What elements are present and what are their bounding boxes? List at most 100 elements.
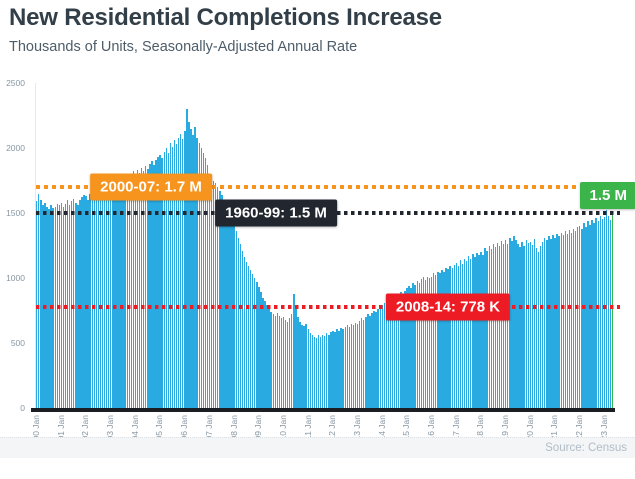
bar-month: [79, 200, 81, 408]
bar-month: [560, 232, 562, 408]
bar-month: [73, 198, 75, 408]
bar-month: [258, 287, 260, 408]
bar-month: [529, 241, 532, 408]
y-tick-label: 500: [10, 338, 25, 348]
bar-month: [85, 196, 87, 408]
bar-month: [274, 315, 277, 408]
bar-month: [498, 246, 501, 408]
bar-month: [486, 251, 488, 408]
bar-month: [422, 277, 425, 408]
bar-month: [566, 233, 569, 408]
bar-month: [354, 322, 357, 408]
bar-month: [344, 326, 346, 408]
bar-month: [525, 240, 527, 408]
bar-month: [282, 317, 285, 408]
bar-month: [217, 187, 219, 408]
bar-month: [430, 276, 433, 408]
bar-month: [36, 201, 38, 408]
bar-month: [447, 268, 449, 408]
bar-month: [568, 229, 571, 408]
bar-month: [513, 236, 515, 408]
bar-month: [363, 320, 365, 408]
bar-month: [124, 184, 126, 408]
bar-month: [593, 222, 595, 408]
bar-month: [241, 250, 244, 408]
bar-month: [418, 283, 421, 408]
bar-month: [140, 167, 143, 408]
bar-month: [358, 320, 361, 408]
bar-month: [245, 262, 248, 408]
bar-month: [262, 297, 264, 408]
bar-month: [272, 314, 274, 408]
bar-month: [221, 194, 223, 408]
chart-area: New Residential Completions Increase Tho…: [0, 4, 635, 458]
bar-month: [478, 255, 480, 408]
bar-month: [186, 109, 188, 408]
bar-month: [537, 252, 540, 408]
bar-month: [490, 249, 493, 408]
bar-month: [570, 232, 573, 408]
bar-month: [328, 334, 330, 408]
bar-month: [70, 201, 73, 408]
bar-month: [389, 302, 392, 408]
bar-month: [550, 239, 552, 408]
bar-month: [206, 164, 209, 408]
bar-month: [496, 242, 499, 408]
bar-month: [564, 231, 567, 408]
bar-month: [266, 305, 268, 408]
bar-month: [249, 270, 252, 408]
bar-month: [91, 197, 93, 408]
bar-month: [406, 288, 408, 408]
bar-month: [467, 255, 470, 408]
refline-avg-2000-07: [36, 185, 620, 189]
bar-month: [101, 188, 104, 408]
bar-month: [212, 180, 215, 408]
bar-month: [589, 224, 591, 408]
bar-month: [317, 335, 320, 408]
bar-month: [502, 244, 505, 408]
bar-month: [190, 128, 192, 408]
bar-month: [161, 158, 163, 408]
bar-month: [383, 302, 386, 408]
y-tick-label: 2000: [6, 143, 25, 153]
bar-month: [251, 274, 254, 408]
bar-month: [229, 214, 231, 408]
bar-month: [544, 237, 546, 408]
bar-month: [404, 291, 406, 408]
bar-month: [542, 241, 544, 408]
bar-month: [519, 247, 521, 408]
bar-month: [482, 254, 484, 408]
bar-month: [153, 164, 155, 408]
bar-month: [260, 292, 262, 408]
bar-month: [535, 248, 538, 408]
bar-month: [87, 200, 89, 408]
bar-month: [367, 314, 369, 408]
bar-month: [457, 266, 460, 408]
bar-month: [408, 285, 410, 408]
bar-month: [163, 151, 165, 408]
bar-month: [192, 135, 194, 408]
bar-month: [342, 329, 344, 408]
bar-month: [465, 261, 468, 408]
bar-month: [585, 226, 587, 408]
bar-month: [66, 200, 69, 408]
bar-month: [122, 181, 124, 408]
bar-month: [492, 244, 495, 408]
bar-month: [95, 194, 98, 408]
bar-month: [373, 310, 375, 408]
bar-month: [579, 226, 581, 408]
bar-month: [138, 172, 141, 408]
bar-month: [521, 242, 523, 408]
source-credit: Source: Census: [545, 442, 627, 454]
y-tick-label: 2500: [6, 78, 25, 88]
bar-month: [391, 297, 394, 408]
bar-month: [276, 313, 279, 408]
bar-month: [171, 146, 174, 408]
y-tick-label: 0: [20, 403, 25, 413]
bar-month: [533, 239, 536, 408]
bar-month: [81, 197, 83, 408]
bar-month: [556, 233, 558, 408]
bar-month: [558, 236, 560, 408]
bar-month: [494, 247, 497, 408]
bar-month: [546, 240, 548, 408]
